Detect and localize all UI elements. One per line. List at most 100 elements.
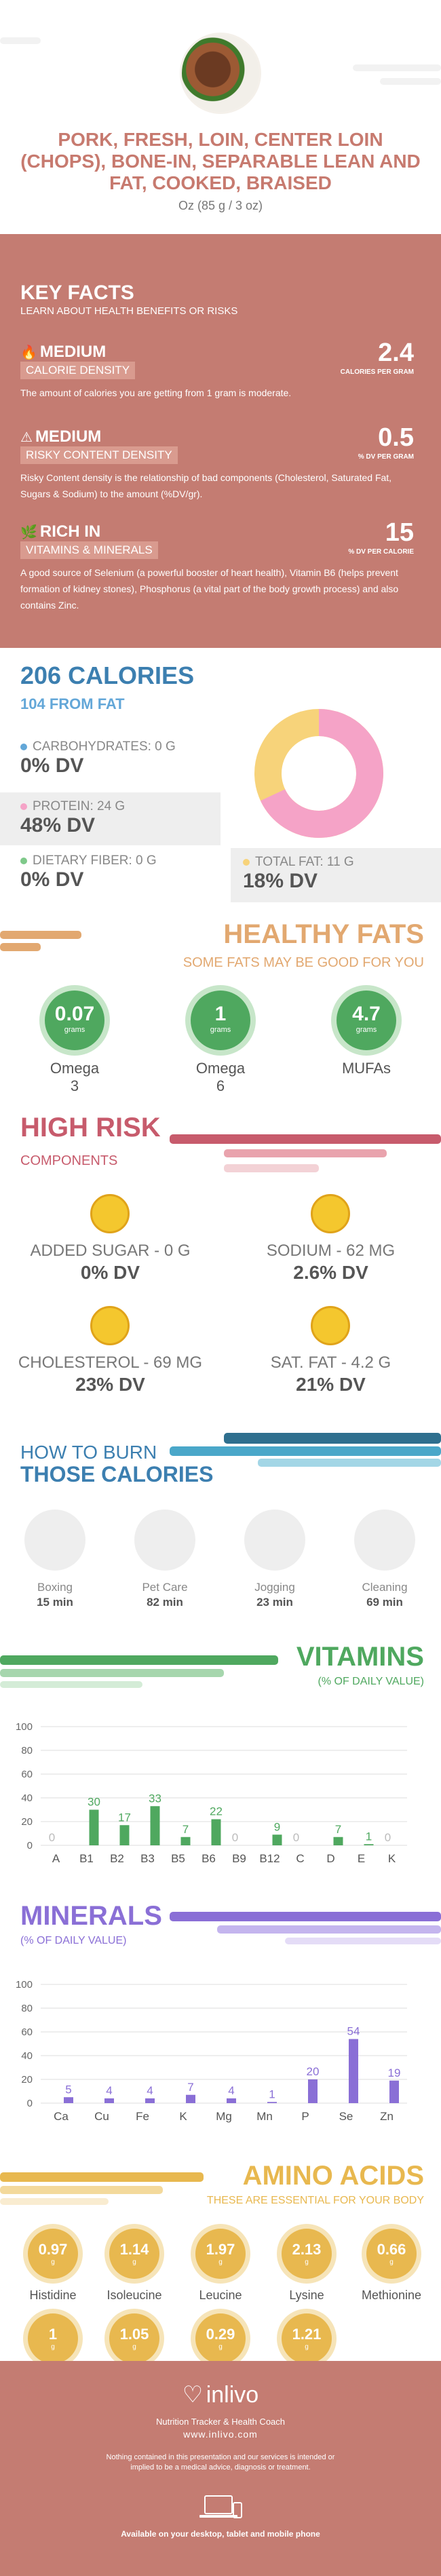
amino-subtitle: THESE ARE ESSENTIAL FOR YOUR BODY: [206, 2195, 424, 2206]
bar: [308, 2079, 318, 2103]
key-fact-tag: RISKY CONTENT DENSITY: [20, 446, 178, 464]
amino-circle: 1.21 g: [282, 2313, 332, 2364]
bar: [333, 1837, 343, 1845]
y-tick-label: 20: [21, 1816, 33, 1828]
decor-stripe: [170, 1912, 441, 1921]
x-tick-label: C: [296, 1852, 304, 1865]
x-tick-label: B6: [202, 1852, 216, 1865]
burn-minutes: 15 min: [37, 1596, 73, 1609]
amino-unit: g: [51, 2343, 55, 2351]
cleaning-icon: [354, 1510, 415, 1571]
pet-care-icon: [134, 1510, 195, 1571]
x-tick-label: Zn: [380, 2110, 394, 2123]
y-tick-label: 80: [21, 2003, 33, 2014]
macro-fiber: DIETARY FIBER: 0 g 0% DV: [0, 853, 224, 891]
smile-face-icon: [311, 1306, 350, 1345]
macro-dv: 0% DV: [20, 754, 84, 777]
footer-disclaimer: Nothing contained in this presentation a…: [106, 2453, 335, 2472]
key-fact-level: MEDIUM: [39, 343, 107, 361]
x-tick-label: B3: [140, 1852, 155, 1865]
decor-stripe: [0, 1655, 278, 1665]
amino-unit: g: [218, 2258, 223, 2266]
x-tick-label: B2: [110, 1852, 124, 1865]
bar: [145, 2098, 155, 2103]
smile-face-icon: [90, 1306, 130, 1345]
fat-unit: grams: [64, 1026, 85, 1034]
risk-label: ADDED SUGAR - 0 g: [30, 1242, 191, 1260]
minerals-title: MINERALS: [20, 1901, 162, 1931]
risk-label: SAT. FAT - 4.2 g: [270, 1353, 391, 1372]
amino-value: 1.97: [206, 2241, 235, 2258]
jogging-icon: [244, 1510, 305, 1571]
serving-size: Oz (85 g / 3 oz): [178, 199, 263, 212]
bar-value-label: 0: [49, 1831, 55, 1844]
bar: [211, 1819, 221, 1845]
healthy-fat-omega3: 0.07 grams Omega 3: [45, 991, 104, 1095]
bar-value-label: 4: [228, 2084, 234, 2097]
fat-value: 1: [214, 1003, 227, 1025]
macro-dv: 18% DV: [243, 870, 318, 892]
decor-stripe: [0, 2198, 109, 2205]
y-tick-label: 0: [27, 1840, 33, 1851]
bar-value-label: 0: [232, 1831, 238, 1844]
bar: [389, 2080, 399, 2103]
bar: [349, 2039, 358, 2103]
bar-value-label: 4: [106, 2084, 112, 2097]
decor-stripe: [353, 64, 441, 71]
amino-value: 1.14: [119, 2241, 149, 2258]
fat-name: Omega 6: [195, 1060, 246, 1094]
x-tick-label: K: [179, 2110, 187, 2123]
macro-dv: 0% DV: [20, 868, 84, 891]
x-tick-label: E: [358, 1852, 365, 1865]
footer-url[interactable]: www.inlivo.com: [183, 2429, 258, 2440]
high-risk-subtitle: COMPONENTS: [20, 1153, 118, 1168]
smile-face-icon: [311, 1194, 350, 1233]
bar: [150, 1806, 160, 1845]
fat-unit: grams: [210, 1026, 231, 1034]
bar-value-label: 1: [366, 1830, 372, 1843]
key-fact-value: 15: [385, 518, 414, 547]
amino-value: 1.21: [292, 2326, 322, 2343]
heart-logo-icon: ♡: [182, 2382, 204, 2408]
bar-value-label: 54: [347, 2025, 360, 2038]
footer-tagline: Nutrition Tracker & Health Coach: [155, 2417, 286, 2427]
x-tick-label: B9: [232, 1852, 246, 1865]
amino-value: 0.97: [38, 2241, 68, 2258]
key-facts-title: KEY FACTS: [20, 282, 134, 304]
decor-stripe: [0, 1669, 224, 1677]
amino-unit: g: [51, 2258, 55, 2266]
footer: ♡ inlivo Nutrition Tracker & Health Coac…: [0, 2361, 441, 2576]
decor-stripe: [0, 37, 41, 44]
flame-icon: 🔥: [20, 345, 37, 360]
bar-value-label: 1: [269, 2088, 275, 2100]
vitamins-subtitle: (% OF DAILY VALUE): [318, 1676, 424, 1687]
x-tick-label: D: [326, 1852, 334, 1865]
decor-stripe: [258, 1459, 441, 1467]
macro-label: CARBOHYDRATES: 0 g: [33, 739, 176, 754]
decor-stripe: [224, 1149, 387, 1157]
healthy-fat-mufas: 4.7 grams MUFAs: [337, 991, 396, 1077]
key-fact-value: 0.5: [378, 423, 414, 452]
bar: [64, 2097, 73, 2103]
calories-title: 206 CALORIES: [20, 661, 195, 689]
burn-activity: Jogging: [254, 1581, 295, 1594]
x-tick-label: Cu: [94, 2110, 109, 2123]
grin-face-icon: [90, 1194, 130, 1233]
bar-value-label: 17: [118, 1811, 131, 1824]
amino-unit: g: [389, 2258, 394, 2266]
y-tick-label: 60: [21, 2026, 33, 2038]
macro-protein: PROTEIN: 24 g 48% DV: [0, 792, 220, 845]
key-fact-unit: CALORIES PER GRAM: [340, 368, 414, 376]
decor-stripe: [380, 78, 441, 85]
key-fact-level: MEDIUM: [35, 427, 102, 446]
carb-dot-icon: [20, 744, 27, 750]
decor-stripe: [0, 2186, 163, 2194]
bar-value-label: 5: [65, 2083, 71, 2096]
devices-icon: [197, 2493, 244, 2523]
bar-value-label: 7: [187, 2081, 193, 2094]
y-tick-label: 0: [27, 2098, 33, 2109]
amino-value: 1: [48, 2326, 58, 2343]
risk-dv: 23% DV: [75, 1374, 145, 1395]
amino-circle: 1.97 g: [195, 2229, 246, 2279]
